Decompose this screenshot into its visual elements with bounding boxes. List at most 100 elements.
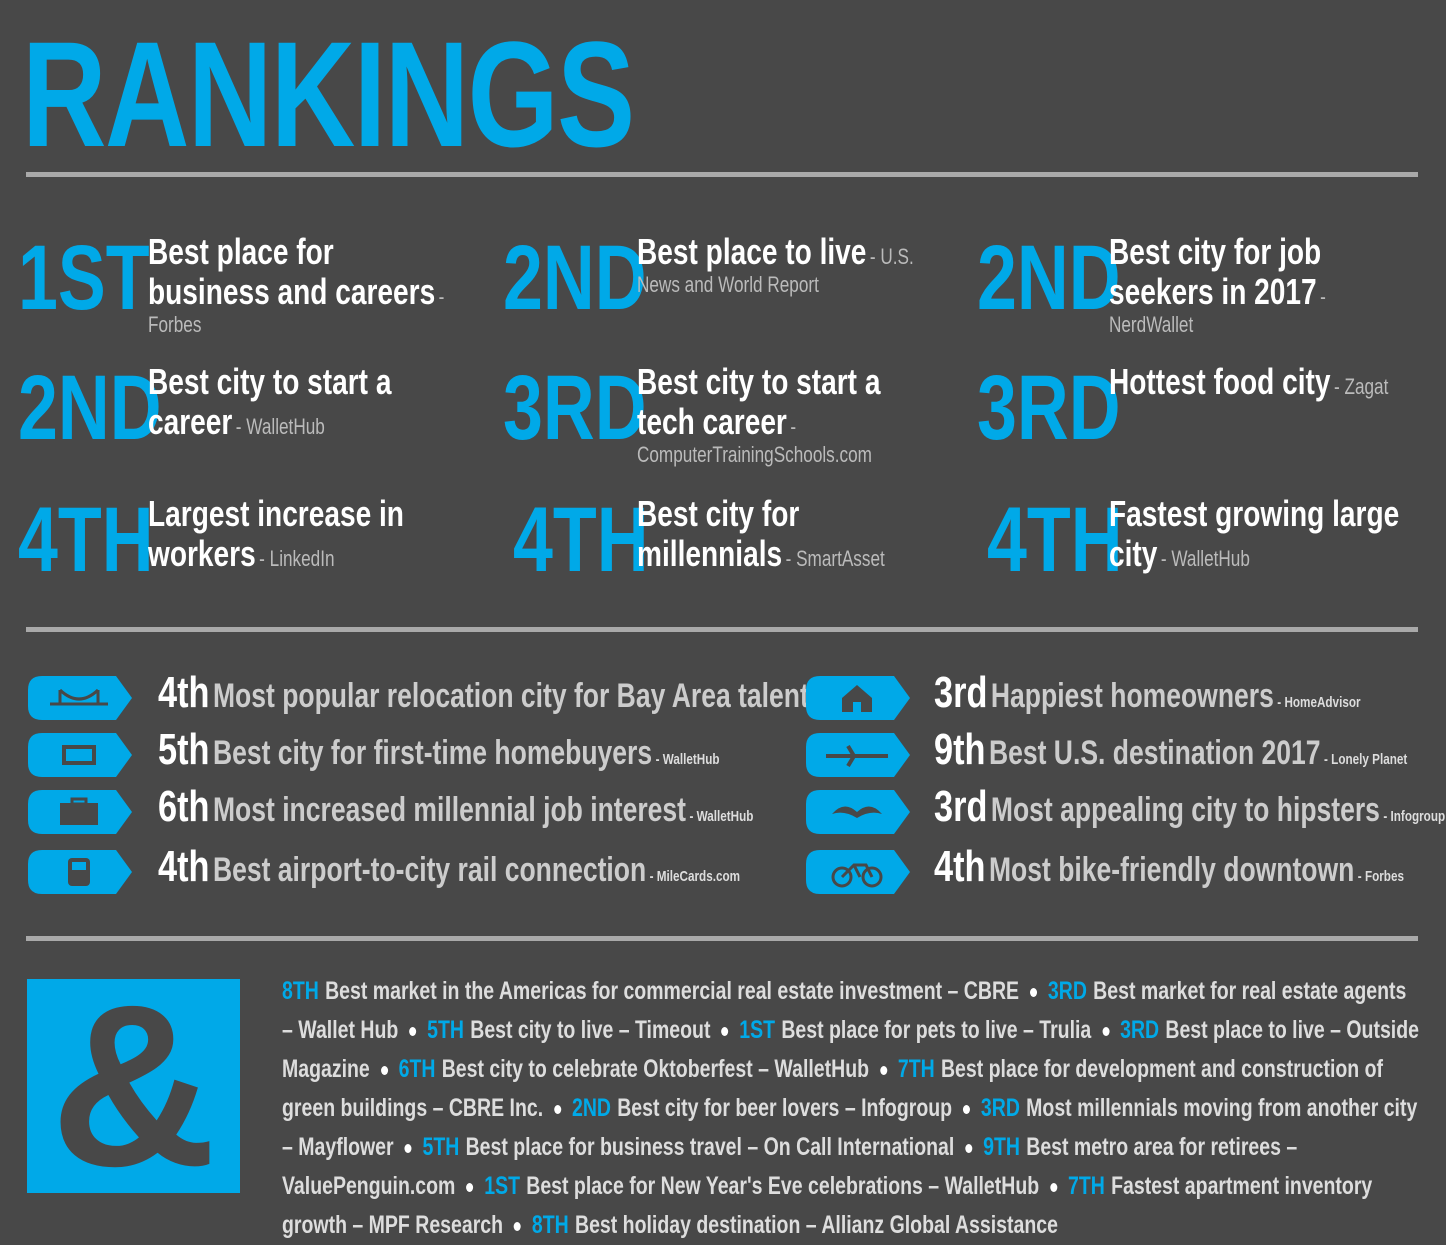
divider bbox=[26, 172, 1418, 177]
source: - Zagat bbox=[1333, 374, 1389, 399]
icon-ranking: 5th Best city for first-time homebuyers … bbox=[158, 725, 720, 775]
divider bbox=[26, 627, 1418, 632]
description: Most appealing city to hipsters bbox=[990, 791, 1380, 829]
description: Best place for development and construct… bbox=[282, 1055, 1384, 1122]
description: Best city to start a career bbox=[148, 361, 392, 442]
source: - Lonely Planet bbox=[1324, 751, 1408, 768]
icon-ranking: 6th Most increased millennial job intere… bbox=[158, 782, 753, 832]
rank: 1ST bbox=[739, 1016, 776, 1044]
description: Best city for beer lovers – Infogroup bbox=[617, 1094, 953, 1122]
description: Best city to start a tech career bbox=[637, 361, 881, 442]
icon bbox=[28, 790, 132, 834]
ampersand: & bbox=[27, 971, 240, 1201]
bullet bbox=[962, 1104, 970, 1114]
description: Best market in the Americas for commerci… bbox=[325, 977, 1020, 1005]
description: Best holiday destination – Allianz Globa… bbox=[574, 1211, 1058, 1239]
source: - Forbes bbox=[1357, 868, 1404, 885]
rank: 5TH bbox=[422, 1133, 460, 1161]
source: - WalletHub bbox=[235, 414, 325, 439]
source: - WalletHub bbox=[1160, 546, 1250, 571]
description: Best airport-to-city rail connection bbox=[212, 851, 647, 889]
icon-ranking: 4th Best airport-to-city rail connection… bbox=[158, 842, 740, 892]
description-block: Best place for business and careers - Fo… bbox=[148, 232, 448, 338]
rank: 3rd bbox=[934, 668, 988, 717]
rank: 4TH bbox=[513, 489, 649, 591]
rank: 4th bbox=[934, 842, 986, 891]
bullet bbox=[1102, 1026, 1110, 1036]
bullet bbox=[965, 1143, 973, 1153]
description: Best U.S. destination 2017 bbox=[988, 734, 1321, 772]
icon-ranking: 3rd Happiest homeowners - HomeAdvisor bbox=[934, 668, 1361, 718]
rank: 1ST bbox=[484, 1172, 521, 1200]
bullet bbox=[1050, 1182, 1058, 1192]
bullet bbox=[1029, 987, 1038, 997]
rank: 9TH bbox=[983, 1133, 1021, 1161]
description: Best place to live bbox=[637, 231, 867, 272]
description-block: Best place to live - U.S. News and World… bbox=[637, 232, 937, 298]
rank: 4th bbox=[158, 842, 210, 891]
description: Best place for business travel – On Call… bbox=[465, 1133, 955, 1161]
description: Best place for business and careers bbox=[148, 231, 436, 312]
rank: 7TH bbox=[897, 1055, 935, 1083]
source: - U.S. News and World Report bbox=[637, 244, 914, 297]
rank: 2ND bbox=[571, 1094, 611, 1122]
rank: 7TH bbox=[1068, 1172, 1105, 1200]
rank: 3RD bbox=[977, 357, 1121, 459]
bullet bbox=[721, 1026, 729, 1036]
description: Best market for real estate agents – Wal… bbox=[282, 977, 1407, 1044]
icon bbox=[28, 733, 132, 777]
rank: 6th bbox=[158, 782, 210, 831]
description: Best city to live – Timeout bbox=[470, 1016, 711, 1044]
description: Best city to celebrate Oktoberfest – Wal… bbox=[441, 1055, 870, 1083]
source: - WalletHub bbox=[655, 751, 720, 768]
description: Best city for millennials bbox=[637, 493, 800, 574]
rank: 9th bbox=[934, 725, 986, 774]
description-block: Best city for job seekers in 2017 - Nerd… bbox=[1109, 232, 1409, 338]
bullet bbox=[409, 1026, 417, 1036]
bullet bbox=[466, 1182, 474, 1192]
rank: 3RD bbox=[1047, 977, 1087, 1005]
icon bbox=[28, 676, 132, 720]
rank: 5TH bbox=[427, 1016, 464, 1044]
icon-ranking: 3rd Most appealing city to hipsters - In… bbox=[934, 782, 1445, 832]
bullet bbox=[380, 1065, 388, 1075]
description-block: Best city for millennials - SmartAsset bbox=[637, 494, 937, 574]
icon bbox=[806, 790, 910, 834]
description: Best place for New Year's Eve celebratio… bbox=[526, 1172, 1040, 1200]
description: Hottest food city bbox=[1109, 361, 1331, 402]
source: - ComputerTrainingSchools.com bbox=[637, 414, 872, 467]
icon-ranking: 9th Best U.S. destination 2017 - Lonely … bbox=[934, 725, 1407, 775]
source: - LinkedIn bbox=[259, 546, 335, 571]
divider bbox=[26, 936, 1418, 941]
rank: 4TH bbox=[987, 489, 1123, 591]
rank: 3rd bbox=[934, 782, 988, 831]
more-rankings: 8TH Best market in the Americas for comme… bbox=[282, 972, 1421, 1245]
rank: 6TH bbox=[398, 1055, 436, 1083]
description-block: Best city to start a career - WalletHub bbox=[148, 362, 448, 442]
source: - WalletHub bbox=[689, 808, 754, 825]
rank: 8TH bbox=[282, 977, 319, 1005]
icon bbox=[806, 733, 910, 777]
bullet bbox=[554, 1104, 562, 1114]
icon-ranking: 4th Most bike-friendly downtown - Forbes bbox=[934, 842, 1404, 892]
rank: 1ST bbox=[18, 227, 150, 329]
description: Best city for job seekers in 2017 bbox=[1109, 231, 1322, 312]
rank: 3RD bbox=[1120, 1016, 1160, 1044]
description: Best place for pets to live – Trulia bbox=[781, 1016, 1092, 1044]
description: Largest increase in workers bbox=[148, 493, 404, 574]
description: Most popular relocation city for Bay Are… bbox=[212, 677, 809, 715]
rank: 3RD bbox=[980, 1094, 1020, 1122]
source: - Forbes bbox=[148, 284, 445, 337]
rank: 4th bbox=[158, 668, 210, 717]
rank: 2ND bbox=[503, 227, 647, 329]
rank: 4TH bbox=[18, 489, 154, 591]
description: Best city for first-time homebuyers bbox=[212, 734, 653, 772]
bullet bbox=[404, 1143, 412, 1153]
description: Best place to live – Outside Magazine bbox=[282, 1016, 1419, 1083]
description: Most millennials moving from another cit… bbox=[282, 1094, 1418, 1161]
description-block: Fastest growing large city - WalletHub bbox=[1109, 494, 1409, 574]
description: Happiest homeowners bbox=[990, 677, 1274, 715]
description-block: Best city to start a tech career - Compu… bbox=[637, 362, 937, 468]
source: - SmartAsset bbox=[785, 546, 885, 571]
